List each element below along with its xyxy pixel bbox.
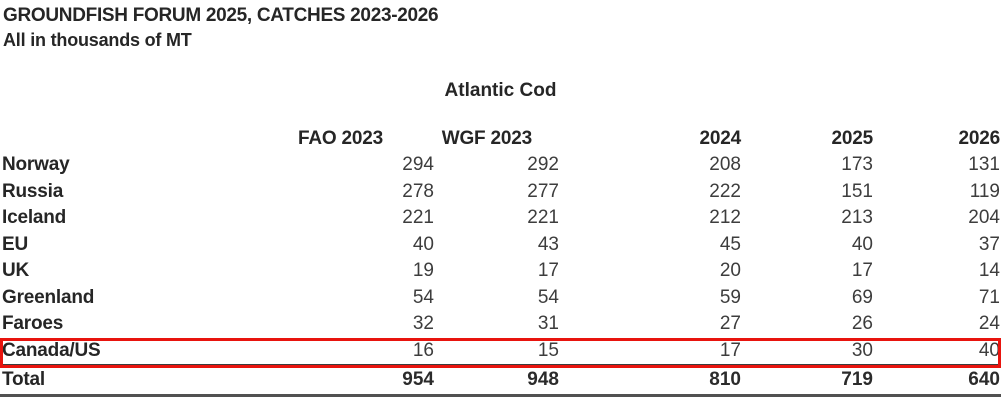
- value-cell: 17: [851, 260, 873, 281]
- value-cell: 45: [719, 233, 741, 255]
- value-cell: 212: [709, 207, 741, 228]
- value-cell: 213: [841, 207, 873, 228]
- catch-table: FAO 2023 WGF 2023 2024 2025 2026 Norway 294 29…: [0, 126, 1001, 397]
- value-cell: 27: [719, 313, 741, 334]
- row-label: Total: [0, 364, 290, 397]
- table-row: Iceland 221 221 212 213 204: [0, 205, 1001, 232]
- row-label: Norway: [2, 154, 70, 175]
- value-cell: 208: [709, 154, 741, 175]
- value-cell: 54: [537, 286, 559, 308]
- table-row: Norway 294 292 208 173 131: [0, 152, 1001, 179]
- total-row: Total 954 948 810 719 640: [0, 364, 1001, 397]
- value-cell: 173: [841, 154, 873, 175]
- value-cell: 15: [537, 339, 559, 361]
- column-header-fao-2023: FAO 2023: [297, 128, 383, 149]
- value-cell: 71: [978, 286, 1000, 308]
- value-cell: 151: [841, 180, 873, 202]
- value-cell: 37: [978, 233, 1000, 255]
- value-cell: 131: [968, 154, 1000, 175]
- row-label: Russia: [2, 180, 64, 202]
- column-header-rowlabel: [0, 126, 290, 152]
- value-cell: 59: [719, 286, 741, 308]
- value-cell: 43: [537, 233, 559, 255]
- header-row: FAO 2023 WGF 2023 2024 2025 2026: [0, 126, 1001, 152]
- table-row-highlighted: Canada/US 16 15 17 30 40: [0, 338, 1001, 366]
- row-label: EU: [2, 233, 28, 255]
- table-title: Atlantic Cod: [444, 80, 557, 101]
- value-cell: 20: [719, 260, 741, 281]
- row-label: Greenland: [2, 286, 95, 308]
- value-cell: 719: [742, 364, 874, 397]
- value-cell: 119: [969, 180, 1000, 202]
- column-header-2025: 2025: [831, 128, 874, 149]
- value-cell: 30: [851, 339, 873, 361]
- value-cell: 294: [402, 154, 434, 175]
- column-header-wgf-2023: WGF 2023: [441, 128, 532, 149]
- table-row: EU 40 43 45 40 37: [0, 232, 1001, 259]
- table-row: Greenland 54 54 59 69 71: [0, 285, 1001, 312]
- value-cell: 277: [527, 180, 559, 202]
- value-cell: 14: [978, 260, 1000, 281]
- value-cell: 24: [978, 313, 1000, 334]
- value-cell: 810: [560, 364, 742, 397]
- doc-subtitle: All in thousands of MT: [3, 30, 192, 50]
- value-cell: 948: [435, 364, 560, 397]
- value-cell: 26: [851, 313, 873, 334]
- row-label: Iceland: [2, 207, 67, 228]
- value-cell: 292: [527, 154, 559, 175]
- column-header-2026: 2026: [958, 128, 1001, 149]
- value-cell: 17: [537, 260, 559, 281]
- table-row: Russia 278 277 222 151 119: [0, 179, 1001, 206]
- value-cell: 221: [527, 207, 559, 228]
- value-cell: 16: [412, 339, 434, 361]
- doc-title: GROUNDFISH FORUM 2025, CATCHES 2023-2026: [3, 5, 439, 26]
- table-row: Faroes 32 31 27 26 24: [0, 311, 1001, 338]
- value-cell: 640: [874, 364, 1001, 397]
- value-cell: 204: [968, 207, 1000, 228]
- value-cell: 32: [412, 313, 434, 334]
- value-cell: 19: [412, 260, 434, 281]
- value-cell: 40: [412, 233, 434, 255]
- value-cell: 221: [402, 207, 434, 228]
- value-cell: 31: [537, 313, 559, 334]
- row-label: UK: [2, 260, 30, 281]
- row-label: Faroes: [2, 313, 64, 334]
- table-row: UK 19 17 20 17 14: [0, 258, 1001, 285]
- value-cell: 40: [978, 339, 1000, 361]
- value-cell: 54: [412, 286, 434, 308]
- value-cell: 222: [709, 180, 741, 202]
- value-cell: 40: [851, 233, 873, 255]
- value-cell: 954: [290, 364, 435, 397]
- value-cell: 17: [719, 339, 741, 361]
- column-header-2024: 2024: [699, 128, 742, 149]
- value-cell: 69: [851, 286, 873, 308]
- value-cell: 278: [402, 180, 434, 202]
- row-label: Canada/US: [2, 339, 101, 361]
